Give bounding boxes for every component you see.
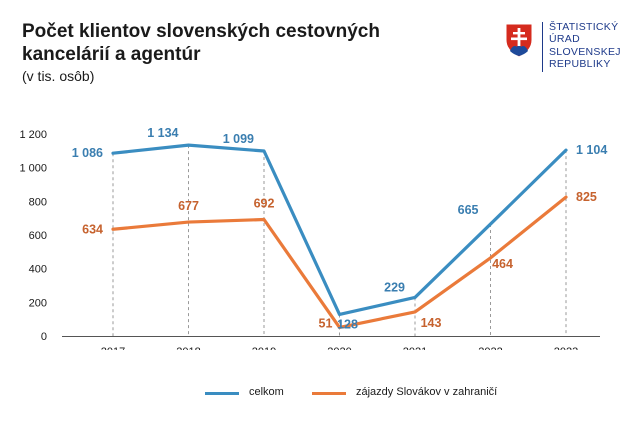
y-tick-label: 1 000 [19,163,47,175]
y-tick-label: 600 [29,230,47,242]
data-label: 51 [319,316,333,330]
data-label: 665 [458,203,479,217]
x-tick-label: 2017 [101,346,125,350]
chart-subtitle: (v tis. osôb) [22,68,95,84]
y-tick-label: 200 [29,297,47,309]
data-label: 1 099 [223,132,254,146]
series-line-zajazdy [111,195,568,330]
x-tick-label: 2019 [252,346,276,350]
data-label: 1 104 [576,143,607,157]
data-label: 825 [576,190,597,204]
legend-swatch [205,392,239,395]
logo-line: REPUBLIKY [549,58,611,71]
legend-label: celkom [249,386,284,398]
y-tick-label: 400 [29,264,47,276]
data-label: 143 [421,316,442,330]
logo-divider [542,22,543,72]
data-label: 1 134 [147,126,178,140]
data-label: 692 [254,197,275,211]
data-label: 464 [492,257,513,271]
x-tick-label: 2018 [176,346,200,350]
series-line-celkom [111,143,568,317]
logo-line: SLOVENSKEJ [549,45,621,58]
statistical-office-logo: ŠTATISTICKÝ ÚRAD SLOVENSKEJ REPUBLIKY [504,20,634,76]
x-tick-label: 2023 [554,346,578,350]
y-tick-label: 1 200 [19,129,47,141]
line-chart: 0 200 400 600 800 1 000 1 200 2017 2018 2019 2020 2… [19,126,607,350]
chart-title: Počet klientov slovenských cestovných ka… [22,21,380,65]
data-label: 1 086 [72,146,103,160]
data-label: 229 [384,280,405,294]
chart-legend: celkom zájazdy Slovákov v zahraničí [0,384,640,404]
logo-line: ŠTATISTICKÝ [549,21,619,33]
data-label: 128 [337,317,358,331]
y-tick-label: 0 [41,331,47,343]
data-label: 677 [178,199,199,213]
x-tick-label: 2022 [478,346,502,350]
slovak-coat-of-arms-icon [505,23,533,58]
data-label: 634 [82,222,103,236]
logo-wordmark: ŠTATISTICKÝ ÚRAD SLOVENSKEJ REPUBLIKY [549,21,621,71]
x-tick-label: 2020 [327,346,351,350]
legend-swatch [312,392,346,395]
x-tick-label: 2021 [403,346,427,350]
logo-line: ÚRAD [549,33,580,46]
legend-label: zájazdy Slovákov v zahraničí [356,386,498,398]
y-tick-label: 800 [29,196,47,208]
